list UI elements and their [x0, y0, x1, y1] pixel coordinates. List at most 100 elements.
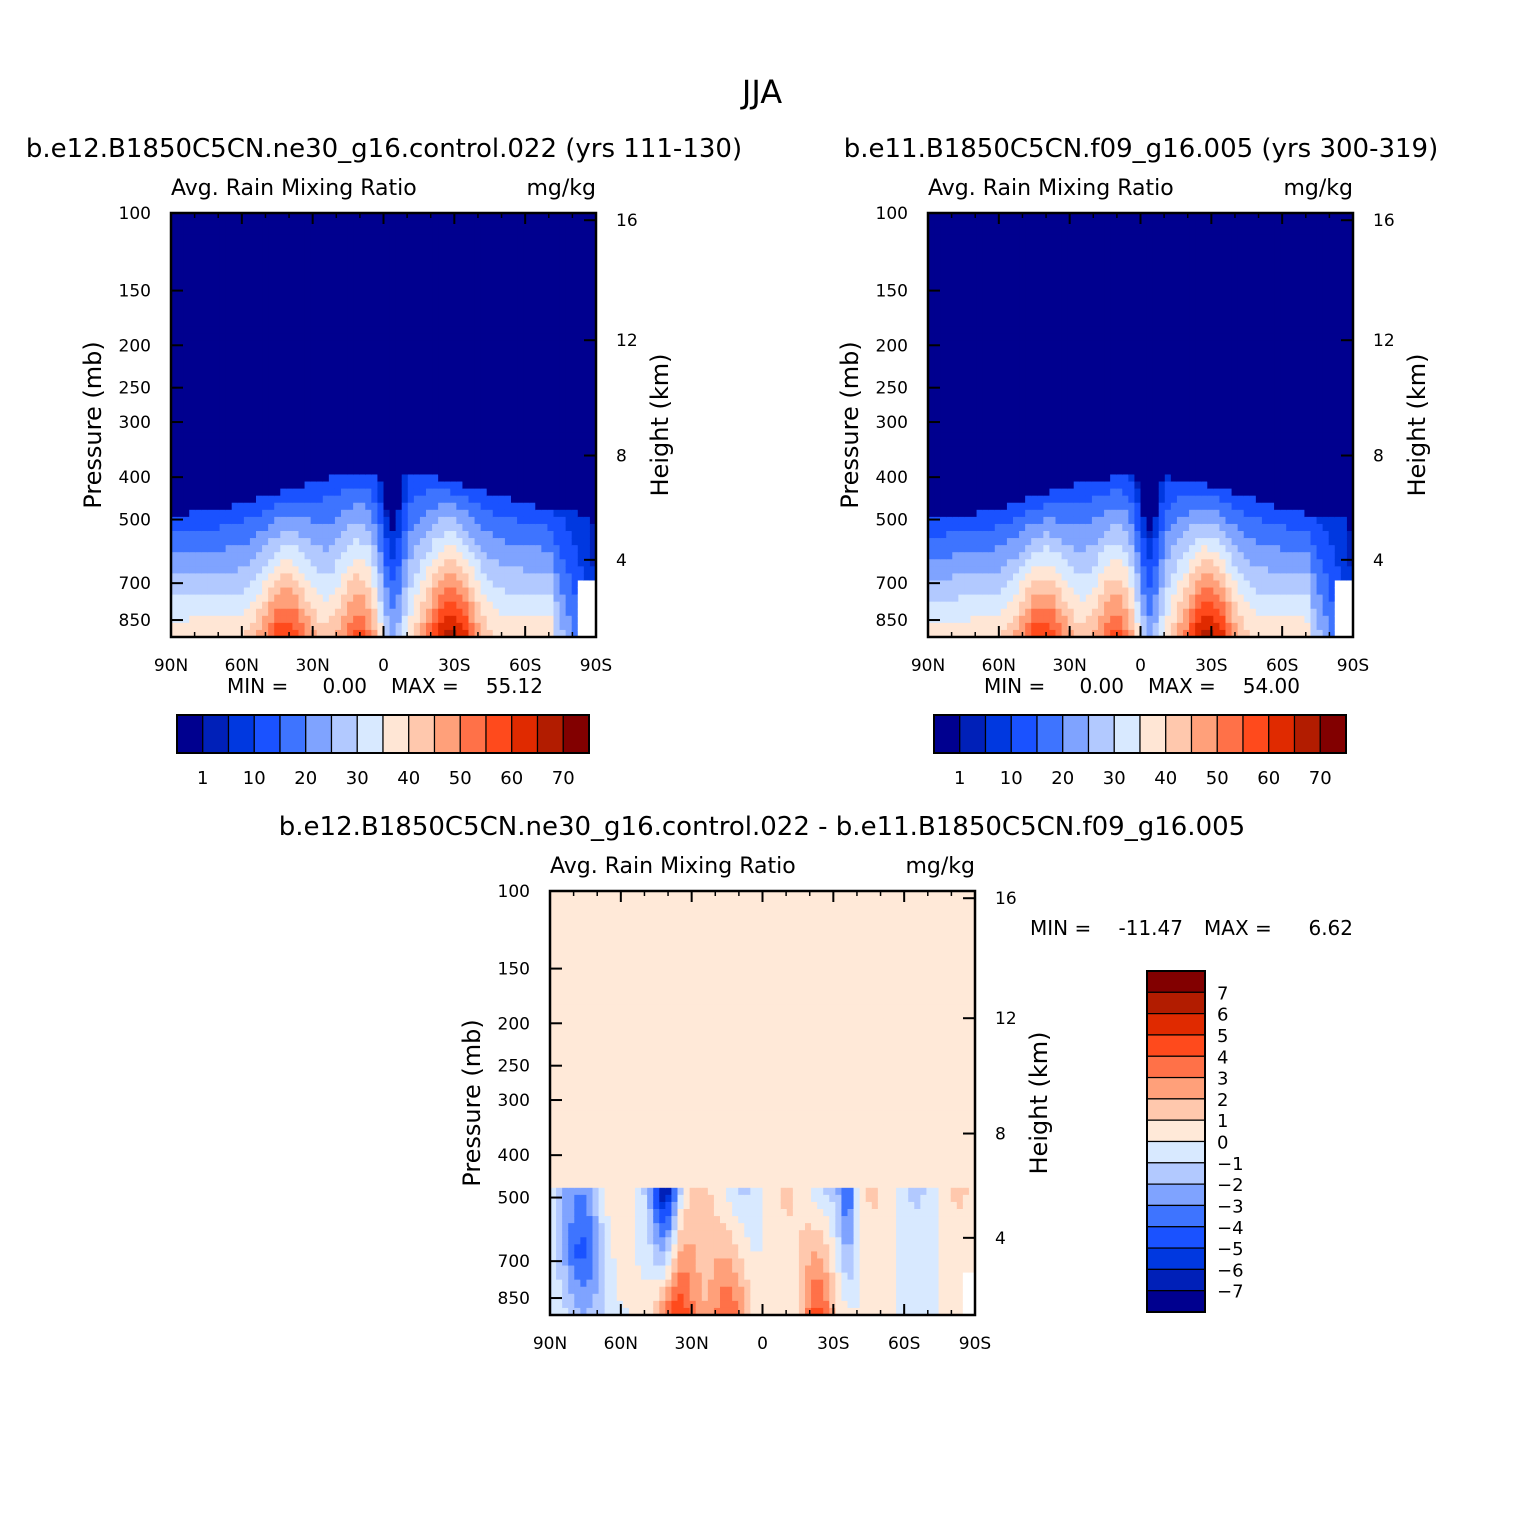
heatmap-cell: [322, 213, 330, 221]
heatmap-cell: [401, 467, 409, 476]
heatmap-cell: [547, 234, 555, 242]
heatmap-cell: [438, 460, 445, 468]
heatmap-cell: [195, 467, 202, 476]
heatmap-cell: [964, 269, 972, 278]
heatmap-cell: [583, 311, 591, 320]
heatmap-cell: [559, 333, 567, 341]
heatmap-cell: [444, 531, 451, 539]
heatmap-cell: [177, 573, 184, 582]
heatmap-cell: [249, 594, 257, 603]
heatmap-cell: [183, 241, 190, 249]
heatmap-cell: [347, 552, 354, 560]
heatmap-cell: [419, 227, 427, 235]
heatmap-cell: [486, 213, 494, 221]
heatmap-cell: [219, 389, 227, 398]
panel-title: b.e12.B1850C5CN.ne30_g16.control.022 (yr…: [26, 134, 742, 164]
heatmap-cell: [946, 241, 953, 249]
heatmap-cell: [225, 432, 233, 440]
heatmap-cell: [256, 276, 263, 285]
heatmap-cell: [389, 509, 397, 518]
heatmap-cell: [571, 439, 579, 447]
heatmap-cell: [504, 354, 512, 362]
heatmap-cell: [225, 629, 233, 638]
heatmap-cell: [401, 552, 409, 560]
heatmap-cell: [438, 495, 445, 504]
heatmap-cell: [231, 234, 239, 242]
heatmap-cell: [958, 545, 966, 553]
heatmap-cell: [486, 403, 494, 412]
heatmap-cell: [541, 467, 549, 476]
heatmap-cell: [517, 248, 524, 256]
heatmap-cell: [577, 347, 585, 355]
heatmap-cell: [498, 509, 506, 518]
heatmap-cell: [316, 375, 324, 384]
heatmap-cell: [201, 297, 209, 306]
heatmap-cell: [462, 516, 470, 525]
heatmap-cell: [243, 502, 251, 511]
heatmap-cell: [201, 446, 209, 454]
heatmap-cell: [292, 326, 300, 334]
heatmap-cell: [322, 319, 330, 327]
heatmap-cell: [310, 594, 318, 603]
heatmap-cell: [419, 446, 427, 454]
heatmap-cell: [571, 495, 579, 504]
heatmap-cell: [316, 311, 324, 320]
heatmap-cell: [298, 410, 306, 419]
heatmap-cell: [225, 474, 233, 483]
heatmap-cell: [201, 439, 209, 447]
heatmap-cell: [401, 382, 409, 391]
heatmap-cell: [553, 417, 561, 426]
heatmap-cell: [231, 297, 239, 306]
heatmap-cell: [389, 531, 397, 539]
heatmap-cell: [201, 311, 209, 320]
heatmap-cell: [419, 269, 427, 278]
heatmap-cell: [571, 488, 579, 497]
heatmap-cell: [280, 552, 287, 560]
heatmap-cell: [928, 354, 935, 362]
heatmap-cell: [438, 255, 445, 264]
heatmap-cell: [523, 446, 530, 454]
heatmap-cell: [413, 531, 421, 539]
heatmap-cell: [304, 396, 312, 405]
heatmap-cell: [171, 382, 178, 391]
heatmap-cell: [274, 425, 281, 433]
heatmap-cell: [474, 531, 482, 539]
heatmap-cell: [231, 538, 239, 546]
heatmap-cell: [486, 354, 494, 362]
colorbar-swatch: [511, 714, 539, 754]
heatmap-cell: [328, 580, 336, 589]
heatmap-cell: [419, 531, 427, 539]
heatmap-cell: [462, 297, 470, 306]
heatmap-cell: [256, 403, 263, 412]
heatmap-cell: [571, 460, 579, 468]
heatmap-cell: [292, 347, 300, 355]
heatmap-cell: [268, 227, 275, 235]
heatmap-cell: [541, 566, 549, 574]
heatmap-cell: [292, 283, 300, 292]
heatmap-cell: [432, 523, 439, 532]
heatmap-cell: [964, 311, 972, 320]
heatmap-cell: [511, 594, 518, 603]
heatmap-cell: [583, 354, 591, 362]
heatmap-cell: [243, 389, 251, 398]
heatmap-cell: [298, 326, 306, 334]
heatmap-cell: [177, 347, 184, 355]
heatmap-cell: [256, 425, 263, 433]
heatmap-cell: [940, 516, 947, 525]
heatmap-cell: [304, 439, 312, 447]
heatmap-cell: [407, 354, 415, 362]
heatmap-cell: [432, 516, 439, 525]
heatmap-cell: [486, 615, 494, 624]
heatmap-cell: [171, 326, 178, 334]
heatmap-cell: [262, 587, 269, 596]
heatmap-cell: [268, 319, 275, 327]
heatmap-cell: [401, 538, 409, 546]
heatmap-cell: [249, 587, 257, 596]
heatmap-cell: [286, 509, 294, 518]
heatmap-cell: [492, 382, 500, 391]
heatmap-cell: [438, 241, 445, 249]
heatmap-cell: [256, 396, 263, 405]
heatmap-cell: [456, 269, 464, 278]
heatmap-cell: [213, 502, 221, 511]
heatmap-cell: [377, 403, 385, 412]
